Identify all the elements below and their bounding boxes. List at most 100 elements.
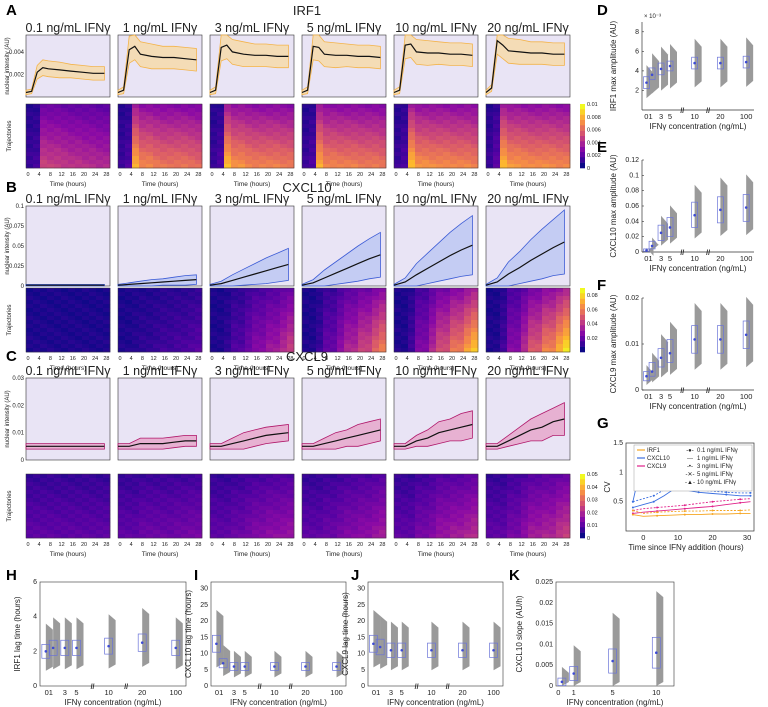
heatmap-cell [401, 296, 409, 301]
heatmap-cell [316, 148, 324, 153]
heatmap-cell [337, 522, 345, 527]
time-tick: 0 [486, 542, 489, 548]
heatmap-cell [408, 292, 416, 297]
heatmap-cell [471, 116, 479, 121]
time-tick: 8 [141, 356, 144, 362]
heatmap-cell [323, 332, 331, 337]
heatmap-cell [450, 336, 458, 341]
heatmap-cell [139, 348, 147, 353]
heatmap-cell [26, 534, 34, 539]
heatmap-cell [280, 152, 288, 157]
heatmap-cell [372, 486, 380, 491]
heatmap-cell [146, 108, 154, 113]
heatmap-cell [167, 112, 175, 117]
heatmap-cell [188, 124, 196, 129]
heatmap-cell [372, 128, 380, 133]
heatmap-cell [89, 300, 97, 305]
panel-letter-C: C [6, 348, 17, 365]
heatmap-cell [443, 136, 451, 141]
heatmap-cell [401, 292, 409, 297]
heatmap-cell [26, 478, 34, 483]
heatmap-cell [309, 344, 317, 349]
heatmap-cell [464, 292, 472, 297]
heatmap-cell [160, 510, 168, 515]
heatmap-cell [188, 140, 196, 145]
heatmap-cell [358, 136, 366, 141]
heatmap-cell [528, 486, 536, 491]
heatmap-cell [486, 312, 494, 317]
heatmap-cell [500, 300, 508, 305]
heatmap-cell [89, 288, 97, 293]
heatmap-cell [195, 344, 203, 349]
heatmap-cell [40, 340, 48, 345]
heatmap-cell [89, 474, 97, 479]
heatmap-cell [82, 506, 90, 511]
violin-half [573, 645, 581, 686]
heatmap-cell [422, 526, 430, 531]
heatmap-cell [302, 328, 310, 333]
heatmap-cell [358, 502, 366, 507]
heatmap-cell [125, 288, 133, 293]
heatmap-cell [344, 304, 352, 309]
heatmap-cell [68, 336, 76, 341]
heatmap-cell [280, 316, 288, 321]
heatmap-cell [238, 164, 246, 169]
heatmap-cell [273, 292, 281, 297]
heatmap-cell [103, 308, 111, 313]
x-tick-label: 10 [104, 688, 112, 697]
heatmap-cell [68, 160, 76, 165]
heatmap-cell [139, 300, 147, 305]
heatmap-cell [26, 156, 34, 161]
time-tick: 20 [357, 542, 363, 548]
x-tick-label: 30 [743, 533, 751, 542]
heatmap-cell [302, 300, 310, 305]
heatmap-cell [287, 304, 295, 309]
heatmap-cell [556, 148, 564, 153]
heatmap-cell [457, 486, 465, 491]
heatmap-cell [68, 526, 76, 531]
heatmap-cell [210, 156, 218, 161]
heatmap-cell [358, 116, 366, 121]
heatmap-cell [252, 340, 260, 345]
heatmap-cell [68, 522, 76, 527]
quartile-box [648, 362, 656, 377]
heatmap-cell [344, 518, 352, 523]
heatmap-cell [125, 164, 133, 169]
heatmap-cell [415, 514, 423, 519]
heatmap-cell [118, 144, 126, 149]
heatmap-cell [224, 530, 232, 535]
heatmap-cell [54, 478, 62, 483]
heatmap-cell [542, 320, 550, 325]
heatmap-cell [68, 136, 76, 141]
heatmap-cell [54, 510, 62, 515]
heatmap-cell [471, 132, 479, 137]
heatmap-cell [556, 328, 564, 333]
time-tick: 16 [346, 172, 352, 178]
heatmap-cell [358, 152, 366, 157]
time-axis-label: Time (hours) [326, 551, 363, 558]
heatmap-cell [167, 160, 175, 165]
heatmap-cell [471, 164, 479, 169]
heatmap-cell [514, 156, 522, 161]
heatmap-cell [61, 128, 69, 133]
heatmap-cell [210, 518, 218, 523]
heatmap-cell [153, 522, 161, 527]
heatmap-cell [401, 482, 409, 487]
heatmap-cell [365, 132, 373, 137]
quartile-box [171, 639, 181, 656]
heatmap-cell [252, 116, 260, 121]
heatmap-cell [563, 152, 571, 157]
heatmap-cell [266, 304, 274, 309]
heatmap-cell [486, 534, 494, 539]
colorbar-tick: 0.02 [587, 336, 598, 342]
time-tick: 16 [438, 542, 444, 548]
heatmap-cell [563, 136, 571, 141]
heatmap-cell [528, 300, 536, 305]
violin-half [694, 184, 702, 239]
violin-half [646, 245, 654, 256]
heatmap-cell [401, 144, 409, 149]
heatmap-cell [47, 308, 55, 313]
heatmap-cell [273, 344, 281, 349]
heatmap-cell [238, 328, 246, 333]
